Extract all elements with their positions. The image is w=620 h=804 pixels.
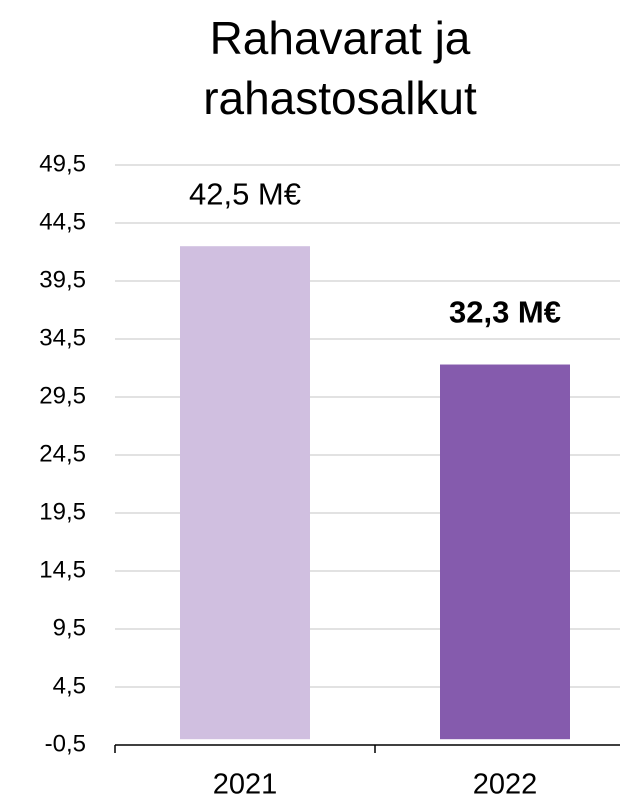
value-label: 42,5 M€ [189, 176, 301, 211]
y-tick-label: 19,5 [39, 498, 86, 525]
value-label: 32,3 M€ [449, 295, 561, 330]
bar [180, 246, 310, 740]
y-tick-label: 49,5 [39, 150, 86, 177]
y-tick-label: 24,5 [39, 440, 86, 467]
y-tick-label: 39,5 [39, 266, 86, 293]
y-tick-label: 4,5 [53, 672, 86, 699]
x-tick-label: 2022 [473, 769, 538, 801]
x-tick-label: 2021 [213, 769, 278, 801]
y-tick-label: 14,5 [39, 556, 86, 583]
y-tick-label: -0,5 [45, 730, 86, 757]
y-tick-label: 34,5 [39, 324, 86, 351]
y-tick-label: 9,5 [53, 614, 86, 641]
y-tick-label: 44,5 [39, 208, 86, 235]
y-tick-label: 29,5 [39, 382, 86, 409]
bar [440, 364, 570, 740]
chart-title: Rahavarat ja rahastosalkut [203, 12, 477, 124]
